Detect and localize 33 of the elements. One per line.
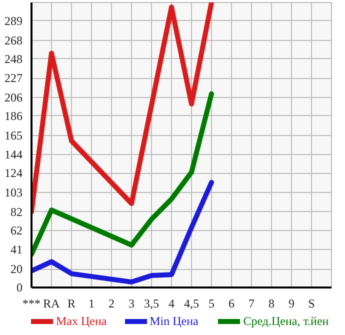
x-tick-label: 1 bbox=[88, 296, 94, 310]
x-tick-label: 8 bbox=[268, 296, 274, 310]
y-tick-label: 268 bbox=[4, 33, 22, 48]
y-tick-label: 41 bbox=[10, 242, 22, 257]
legend-label: Max Цена bbox=[56, 314, 107, 328]
y-tick-label: 227 bbox=[4, 71, 22, 86]
x-tick-label: 5 bbox=[208, 296, 214, 310]
x-tick-label: 9 bbox=[288, 296, 294, 310]
x-tick-label: 2 bbox=[108, 296, 114, 310]
x-tick-label: R bbox=[68, 296, 76, 310]
y-tick-label: 248 bbox=[4, 52, 22, 66]
x-tick-label: *** bbox=[22, 296, 40, 310]
y-tick-label: 144 bbox=[4, 148, 22, 162]
x-tick-label: 3,5 bbox=[144, 296, 159, 310]
y-tick-label: 289 bbox=[4, 14, 22, 28]
x-tick-label: RA bbox=[43, 296, 60, 310]
legend-label: Min Цена bbox=[150, 314, 198, 328]
y-tick-label: 103 bbox=[4, 186, 22, 200]
y-tick-label: 124 bbox=[4, 166, 22, 180]
y-tick-label: 186 bbox=[4, 108, 22, 123]
y-tick-label: 20 bbox=[10, 262, 22, 276]
y-tick-label: 165 bbox=[4, 128, 22, 142]
legend-label: Сред.Цена, т.йен bbox=[243, 314, 329, 328]
x-tick-label: 3 bbox=[128, 296, 134, 310]
y-tick-label: 62 bbox=[10, 223, 22, 238]
x-tick-label: 4 bbox=[168, 296, 174, 310]
y-tick-label: 0 bbox=[16, 280, 22, 294]
x-tick-label: S bbox=[308, 296, 315, 310]
x-tick-label: 4,5 bbox=[184, 296, 199, 310]
y-tick-label: 82 bbox=[10, 204, 22, 219]
x-tick-label: 7 bbox=[248, 296, 254, 310]
x-tick-label: 6 bbox=[228, 296, 234, 310]
y-tick-label: 206 bbox=[4, 90, 22, 104]
